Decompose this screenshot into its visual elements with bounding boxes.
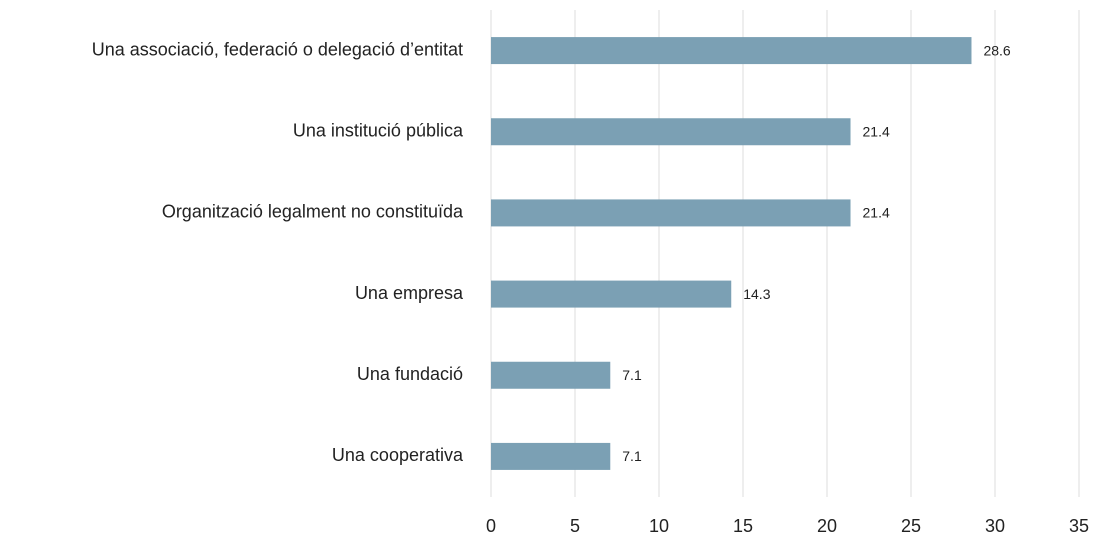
x-tick-label: 30 <box>985 516 1005 536</box>
y-tick-label: Una cooperativa <box>332 445 464 465</box>
x-tick-label: 20 <box>817 516 837 536</box>
data-label: 14.3 <box>743 286 770 302</box>
data-label: 7.1 <box>622 367 642 383</box>
x-tick-label: 35 <box>1069 516 1089 536</box>
y-tick-label: Una institució pública <box>293 121 464 141</box>
x-tick-label: 0 <box>486 516 496 536</box>
x-tick-label: 10 <box>649 516 669 536</box>
y-tick-label: Una empresa <box>355 283 464 303</box>
x-tick-label: 5 <box>570 516 580 536</box>
x-tick-label: 15 <box>733 516 753 536</box>
bar <box>491 118 851 146</box>
bar <box>491 37 972 65</box>
bar <box>491 280 732 308</box>
bar <box>491 361 611 389</box>
data-label: 21.4 <box>863 123 890 139</box>
data-label: 21.4 <box>863 205 890 221</box>
y-tick-label: Organització legalment no constituïda <box>162 202 464 222</box>
data-label: 7.1 <box>622 448 642 464</box>
bar <box>491 442 611 470</box>
y-tick-label: Una fundació <box>357 364 463 384</box>
bar <box>491 199 851 227</box>
y-tick-label: Una associació, federació o delegació d’… <box>92 39 463 59</box>
data-label: 28.6 <box>983 42 1010 58</box>
x-tick-label: 25 <box>901 516 921 536</box>
